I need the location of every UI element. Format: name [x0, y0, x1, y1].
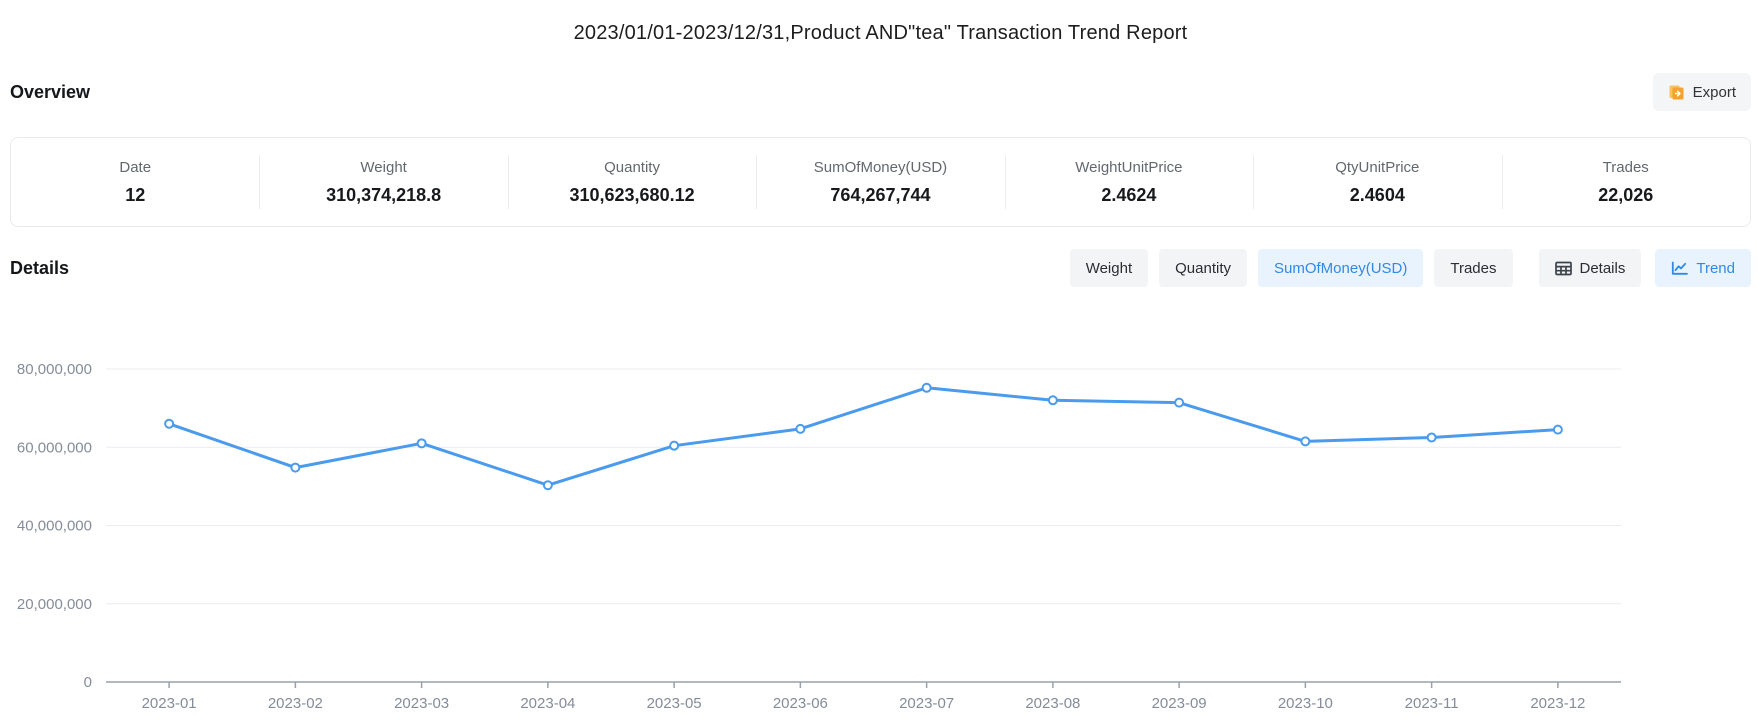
tab-label: Details — [1579, 259, 1626, 277]
x-axis-tick-label: 2023-02 — [268, 695, 323, 712]
stat-sumofmoney-usd: SumOfMoney(USD) 764,267,744 — [756, 159, 1004, 206]
stat-value: 12 — [125, 184, 146, 205]
stat-quantity: Quantity 310,623,680.12 — [508, 159, 756, 206]
stat-label: SumOfMoney(USD) — [813, 158, 948, 176]
view-tab-trend[interactable]: Trend — [1655, 249, 1751, 287]
stat-trades: Trades 22,026 — [1502, 159, 1750, 206]
stat-value: 310,374,218.8 — [326, 184, 442, 205]
x-axis-tick-label: 2023-06 — [773, 695, 828, 712]
overview-heading: Overview — [10, 81, 91, 102]
x-axis-tick-label: 2023-05 — [647, 695, 702, 712]
data-point-2023-09[interactable] — [1174, 397, 1185, 408]
details-header-row: Details Weight Quantity SumOfMoney(USD) Tra… — [0, 249, 1761, 287]
stat-label: WeightUnitPrice — [1075, 158, 1183, 176]
x-axis-tick-label: 2023-11 — [1405, 695, 1459, 712]
page-title: 2023/01/01-2023/12/31,Product AND"tea" T… — [573, 22, 1188, 44]
stat-value: 764,267,744 — [830, 184, 931, 205]
details-controls: Weight Quantity SumOfMoney(USD) Trades Deta… — [1069, 249, 1751, 287]
overview-header-row: Overview Export — [0, 73, 1761, 111]
data-point-2023-11[interactable] — [1426, 432, 1437, 443]
trend-icon — [1671, 261, 1689, 276]
stat-value: 2.4604 — [1349, 184, 1405, 205]
stat-label: Trades — [1602, 158, 1649, 176]
stat-qtyunitprice: QtyUnitPrice 2.4604 — [1253, 159, 1501, 206]
data-point-2023-02[interactable] — [290, 462, 301, 473]
tab-label: Trades — [1450, 259, 1497, 277]
metric-tab-sumofmoney-usd[interactable]: SumOfMoney(USD) — [1258, 249, 1424, 287]
tab-label: Weight — [1085, 259, 1133, 277]
export-file-icon — [1668, 84, 1685, 101]
data-point-2023-04[interactable] — [542, 480, 553, 491]
trend-line-chart: 0 20,000,000 40,000,000 60,000,000 80,000,00… — [17, 361, 1621, 712]
metric-tab-group: Weight Quantity SumOfMoney(USD) Trades — [1069, 249, 1513, 287]
metric-tab-quantity[interactable]: Quantity — [1159, 249, 1247, 287]
stat-value: 2.4624 — [1101, 184, 1157, 205]
stat-date: Date 12 — [11, 159, 259, 206]
table-icon — [1554, 261, 1572, 276]
stat-label: Weight — [360, 158, 407, 176]
x-axis-tick-label: 2023-10 — [1278, 695, 1333, 712]
data-point-2023-12[interactable] — [1552, 424, 1563, 435]
stat-weightunitprice: WeightUnitPrice 2.4624 — [1005, 159, 1253, 206]
data-point-2023-07[interactable] — [921, 382, 932, 393]
y-axis-tick-label: 0 — [84, 674, 92, 691]
details-heading: Details — [10, 257, 70, 278]
x-axis-tick-label: 2023-04 — [520, 695, 575, 712]
tab-label: SumOfMoney(USD) — [1274, 259, 1408, 277]
stat-value: 310,623,680.12 — [569, 184, 695, 205]
trend-chart: 0 20,000,000 40,000,000 60,000,000 80,000,00… — [0, 300, 1761, 727]
data-point-2023-03[interactable] — [416, 438, 427, 449]
data-point-2023-10[interactable] — [1300, 436, 1311, 447]
y-axis-tick-label: 20,000,000 — [17, 596, 92, 613]
y-axis-tick-label: 80,000,000 — [17, 361, 92, 378]
stat-weight: Weight 310,374,218.8 — [259, 159, 507, 206]
tab-label: Quantity — [1175, 259, 1231, 277]
data-point-2023-05[interactable] — [669, 440, 680, 451]
stat-value: 22,026 — [1598, 184, 1654, 205]
x-axis-tick-label: 2023-07 — [899, 695, 954, 712]
data-point-2023-06[interactable] — [795, 423, 806, 434]
x-axis-tick-label: 2023-12 — [1530, 695, 1585, 712]
data-point-2023-08[interactable] — [1047, 395, 1058, 406]
view-tab-group: Details Trend — [1538, 249, 1751, 287]
y-axis-tick-label: 60,000,000 — [17, 439, 92, 456]
x-axis-tick-label: 2023-01 — [142, 695, 197, 712]
x-axis-tick-label: 2023-09 — [1152, 695, 1207, 712]
stat-label: QtyUnitPrice — [1335, 158, 1420, 176]
view-tab-details[interactable]: Details — [1538, 249, 1642, 287]
stat-label: Date — [119, 158, 152, 176]
overview-stats-card: Date 12 Weight 310,374,218.8 Quantity 310,623… — [10, 137, 1751, 227]
export-label: Export — [1692, 83, 1736, 101]
stat-label: Quantity — [604, 158, 660, 176]
metric-tab-weight[interactable]: Weight — [1069, 249, 1149, 287]
x-axis-tick-label: 2023-08 — [1025, 695, 1080, 712]
trend-line — [167, 386, 1560, 487]
metric-tab-trades[interactable]: Trades — [1434, 249, 1513, 287]
y-axis-tick-label: 40,000,000 — [17, 518, 92, 535]
tab-label: Trend — [1696, 259, 1735, 277]
x-axis-tick-label: 2023-03 — [394, 695, 449, 712]
export-button[interactable]: Export — [1652, 73, 1751, 111]
data-point-2023-01[interactable] — [164, 418, 175, 429]
